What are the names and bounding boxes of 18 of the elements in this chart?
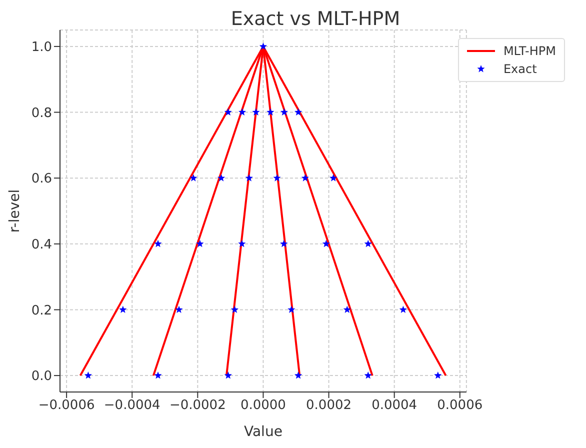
chart-title: Exact vs MLT-HPM — [230, 8, 402, 30]
x-tick-label: 0.0006 — [437, 398, 483, 414]
x-tick-label: −0.0006 — [38, 398, 95, 414]
y-tick-label: 0.6 — [31, 172, 52, 187]
y-axis-title: r-level — [6, 189, 23, 233]
x-tick-label: −0.0002 — [169, 398, 226, 414]
x-axis-title: Value — [244, 424, 282, 440]
x-tick-label: 0.0000 — [240, 398, 286, 414]
x-tick-label: 0.0002 — [306, 398, 352, 414]
x-tick-label: −0.0004 — [104, 398, 160, 414]
x-tick-label: 0.0004 — [372, 398, 418, 414]
y-tick-label: 0.4 — [31, 238, 52, 253]
legend-label: MLT-HPM — [503, 44, 556, 58]
y-tick-label: 0.2 — [31, 303, 52, 318]
legend-label: Exact — [503, 62, 537, 76]
y-tick-label: 0.0 — [31, 369, 52, 384]
y-tick-label: 1.0 — [31, 40, 52, 56]
y-tick-label: 0.8 — [31, 106, 52, 121]
